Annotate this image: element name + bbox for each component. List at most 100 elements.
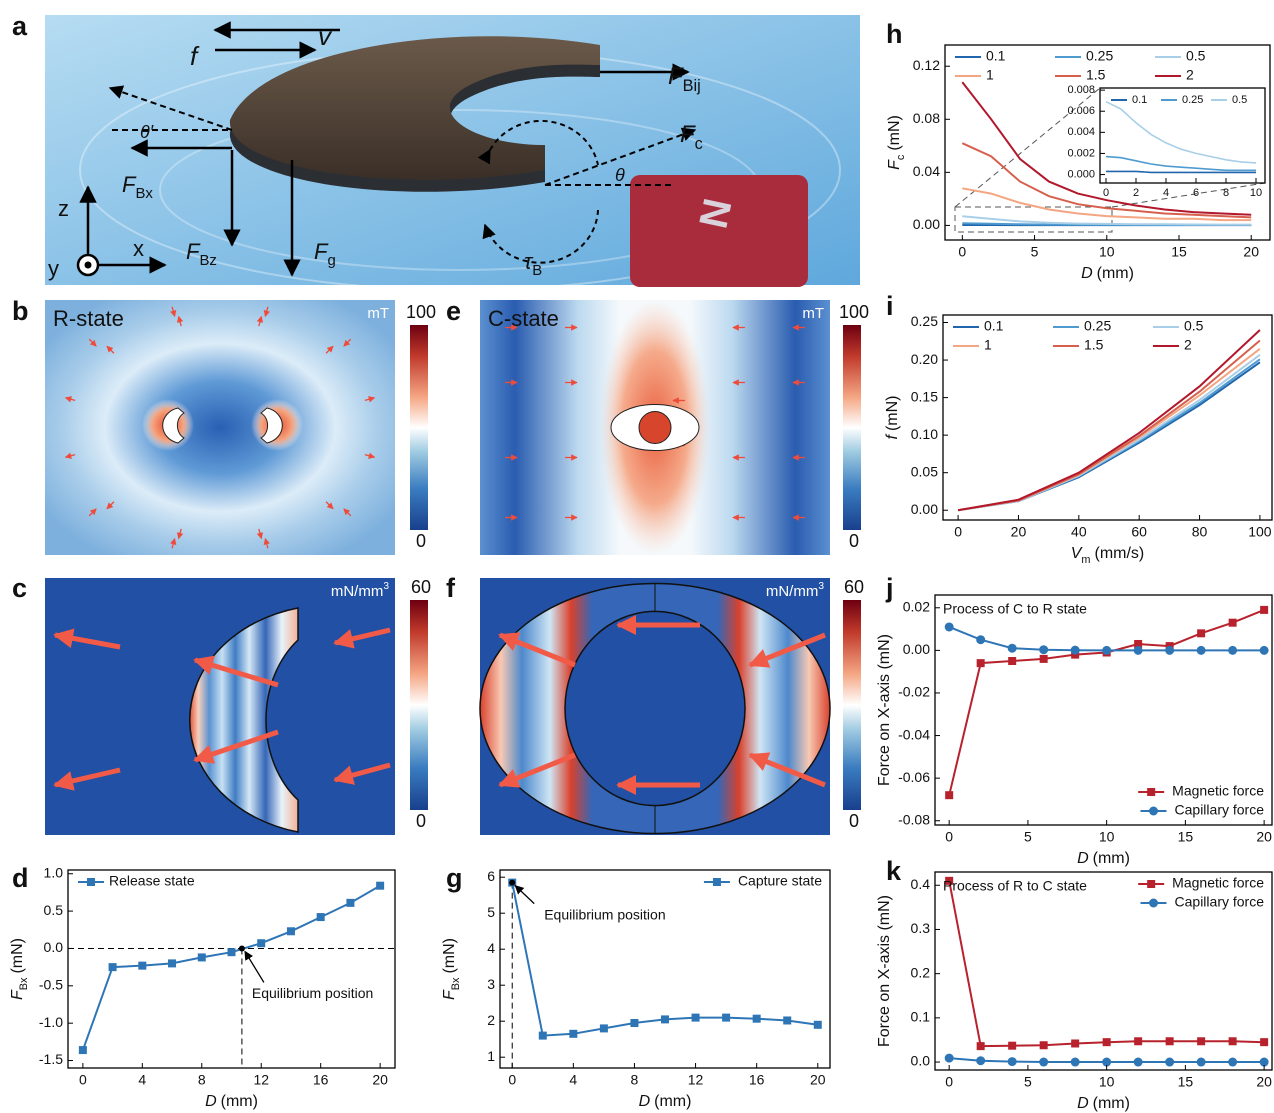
x-tick-label: 0 xyxy=(945,1073,953,1089)
panel-letter: k xyxy=(886,856,902,886)
x-tick-label: 10 xyxy=(1099,828,1115,844)
series-line xyxy=(949,610,1264,795)
x-tick-label: 5 xyxy=(1024,1073,1032,1089)
legend-label: 2 xyxy=(1184,337,1192,353)
y-tick-label: 0.006 xyxy=(1067,105,1095,117)
force-label: z xyxy=(58,196,69,221)
annotation-point xyxy=(239,945,245,951)
marker xyxy=(753,1015,761,1023)
label-part: θ′ xyxy=(140,122,154,142)
legend-marker xyxy=(713,878,721,886)
y-tick-label: 0.10 xyxy=(911,426,938,442)
x-tick-label: 15 xyxy=(1178,828,1194,844)
annotation-point xyxy=(509,880,515,886)
label-part: (mN) xyxy=(884,396,901,432)
panel-letter: h xyxy=(886,19,903,49)
marker xyxy=(1008,657,1016,665)
marker xyxy=(1260,1038,1268,1046)
marker xyxy=(1039,1058,1048,1067)
x-tick-label: 40 xyxy=(1071,523,1087,539)
colorbar-tick-label: 100 xyxy=(839,302,869,322)
panel-letter: f xyxy=(446,573,456,603)
x-tick-label: 10 xyxy=(1099,1073,1115,1089)
legend-marker xyxy=(87,878,95,886)
y-tick-label: 4 xyxy=(487,940,495,956)
legend-label: 0.1 xyxy=(984,318,1004,334)
legend-label: 0.25 xyxy=(1084,318,1111,334)
annotation-text: Equilibrium position xyxy=(252,985,373,1001)
colorbar-tick-label: 60 xyxy=(844,577,864,597)
label-part: 3 xyxy=(818,581,824,592)
map-unit: mT xyxy=(802,305,824,322)
x-axis-label: D(mm) xyxy=(1077,850,1130,867)
marker xyxy=(1040,1041,1048,1049)
marker xyxy=(783,1016,791,1024)
label-part: F xyxy=(680,121,696,148)
magnet xyxy=(630,175,808,287)
plot-frame xyxy=(500,870,830,1068)
label-part: (mN) xyxy=(441,938,458,974)
x-tick-label: 20 xyxy=(1011,523,1027,539)
label-part: Bx xyxy=(135,185,153,202)
marker xyxy=(228,948,236,956)
x-tick-label: 6 xyxy=(1193,187,1199,199)
x-tick-label: 80 xyxy=(1192,523,1208,539)
label-part: f xyxy=(884,434,901,440)
y-tick-label: 6 xyxy=(487,868,495,884)
y-tick-label: 0.00 xyxy=(903,641,930,657)
map-unit: mT xyxy=(367,305,389,322)
marker xyxy=(1071,1039,1079,1047)
colorbar xyxy=(843,325,861,530)
legend-label: Capture state xyxy=(738,873,822,889)
x-tick-label: 4 xyxy=(1163,187,1169,199)
label-part: mT xyxy=(367,305,389,322)
label-part: v xyxy=(318,21,333,51)
marker xyxy=(1197,1058,1206,1067)
x-tick-label: 0 xyxy=(508,1071,516,1087)
label-part: g xyxy=(327,252,335,269)
marker xyxy=(945,791,953,799)
x-tick-label: 100 xyxy=(1248,523,1272,539)
label-part: θ xyxy=(615,165,625,185)
y-axis-label: f (mN) xyxy=(884,396,901,440)
x-tick-label: 16 xyxy=(749,1071,765,1087)
marker xyxy=(1008,1042,1016,1050)
force-label: y xyxy=(48,256,59,281)
x-tick-label: 12 xyxy=(688,1071,704,1087)
legend-label: 0.5 xyxy=(1184,318,1204,334)
marker xyxy=(1134,1058,1143,1067)
label-part: B xyxy=(532,262,542,279)
label-part: (mm) xyxy=(1093,850,1130,867)
y-tick-label: 0.12 xyxy=(913,57,940,73)
x-tick-label: 60 xyxy=(1131,523,1147,539)
label-part: D xyxy=(1081,265,1093,282)
x-tick-label: 5 xyxy=(1031,243,1039,259)
legend-label: 1 xyxy=(984,337,992,353)
label-part: (mm) xyxy=(1093,1095,1130,1112)
axis-y-dot xyxy=(85,262,92,269)
x-axis-label: D(mm) xyxy=(1081,265,1134,282)
zoom-box xyxy=(955,207,1112,232)
map-unit: mN/mm3 xyxy=(766,581,825,600)
x-tick-label: 2 xyxy=(1133,187,1139,199)
legend-marker xyxy=(1147,788,1155,796)
marker xyxy=(661,1015,669,1023)
label-part: D xyxy=(1077,850,1089,867)
panel-letter: d xyxy=(12,863,29,893)
x-tick-label: 4 xyxy=(138,1071,146,1087)
marker xyxy=(138,962,146,970)
marker xyxy=(977,659,985,667)
label-part: D xyxy=(205,1093,217,1110)
y-tick-label: 5 xyxy=(487,904,495,920)
marker xyxy=(1260,606,1268,614)
y-tick-label: 0.1 xyxy=(911,1009,931,1025)
marker xyxy=(1040,655,1048,663)
marker xyxy=(539,1032,547,1040)
x-tick-label: 20 xyxy=(1256,828,1272,844)
y-tick-label: 0.15 xyxy=(911,388,938,404)
y-tick-label: 0.3 xyxy=(911,920,931,936)
legend-label: Magnetic force xyxy=(1172,783,1264,799)
colorbar-tick-label: 60 xyxy=(411,577,431,597)
y-tick-label: -0.02 xyxy=(898,684,930,700)
x-axis-label: D(mm) xyxy=(205,1093,258,1110)
